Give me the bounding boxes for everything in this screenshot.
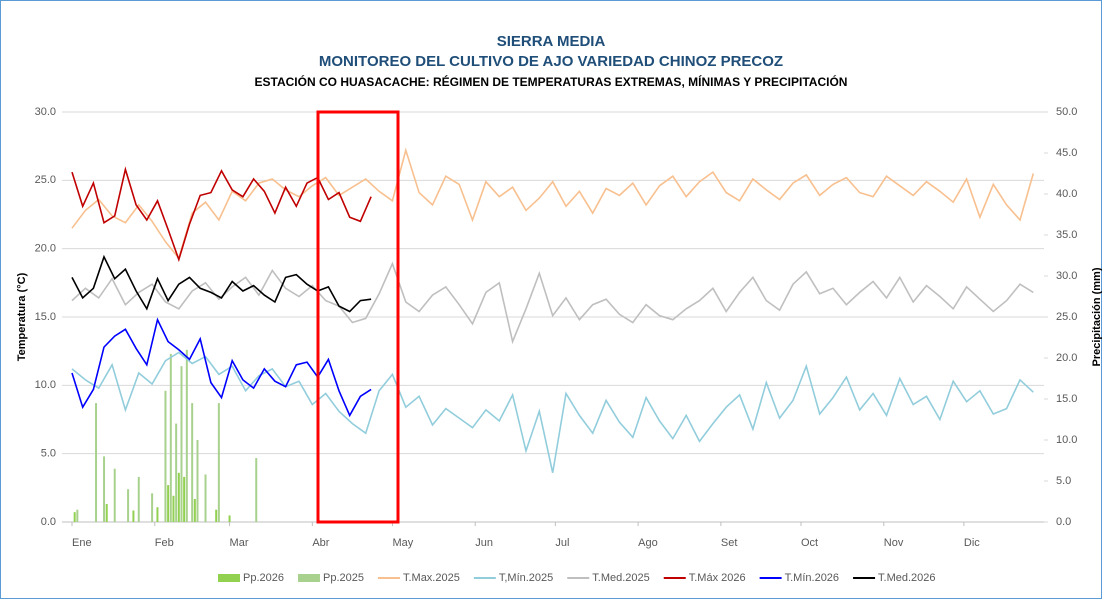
temp-line — [71, 166, 372, 263]
y2-tick-label: 5.0 — [1056, 475, 1071, 487]
legend-label: T.Med.2026 — [878, 572, 935, 584]
precip-bar — [105, 503, 108, 522]
y-tick-label: 10.0 — [35, 379, 56, 391]
precip-bar — [191, 403, 194, 522]
y2-axis-title: Precipitación (mm) — [1091, 267, 1102, 366]
x-tick-label: Jun — [475, 537, 493, 549]
legend-swatch — [297, 574, 320, 582]
precip-bar — [228, 515, 231, 522]
precip-bar — [193, 499, 196, 522]
y2-tick-label: 30.0 — [1056, 270, 1077, 282]
precip-bar — [196, 440, 199, 522]
precip-bar — [113, 468, 116, 522]
precip-bar — [169, 353, 172, 522]
legend-label: T.Mín.2026 — [785, 572, 839, 584]
y-tick-label: 15.0 — [35, 311, 56, 323]
y-tick-label: 0.0 — [41, 516, 56, 528]
y2-tick-label: 20.0 — [1056, 352, 1077, 364]
precip-bar — [156, 507, 159, 522]
precip-bar — [151, 493, 154, 522]
x-tick-label: Dic — [964, 537, 980, 549]
legend-label: T.Med.2025 — [592, 572, 649, 584]
precip-bar — [127, 489, 130, 522]
x-tick-label: Oct — [801, 537, 818, 549]
y2-tick-label: 45.0 — [1056, 147, 1077, 159]
y2-tick-label: 0.0 — [1056, 516, 1071, 528]
x-tick-label: Ene — [72, 537, 92, 549]
precip-bar — [172, 495, 175, 522]
legend-label: T,Mín.2025 — [499, 572, 553, 584]
x-tick-label: Set — [721, 537, 738, 549]
precip-bar — [183, 476, 186, 522]
precip-bar — [167, 485, 170, 522]
precip-bar — [103, 456, 106, 522]
y2-tick-label: 25.0 — [1056, 311, 1077, 323]
precip-bar — [180, 366, 183, 522]
x-tick-label: Abr — [312, 537, 329, 549]
precip-bar — [73, 512, 76, 522]
legend-label: Pp.2025 — [323, 572, 364, 584]
legend-label: T.Max.2025 — [403, 572, 460, 584]
x-tick-label: Nov — [884, 537, 904, 549]
temp-line — [71, 147, 1035, 260]
x-tick-label: May — [392, 537, 413, 549]
y-tick-label: 5.0 — [41, 448, 56, 460]
y2-tick-label: 35.0 — [1056, 229, 1077, 241]
temp-line — [71, 261, 1034, 345]
precip-bar — [217, 403, 220, 522]
chart-subtitle: MONITOREO DEL CULTIVO DE AJO VARIEDAD CH… — [319, 53, 783, 70]
temp-line — [71, 317, 372, 418]
precip-bar — [164, 390, 167, 522]
precip-bar — [204, 474, 207, 522]
y-tick-label: 20.0 — [35, 243, 56, 255]
x-tick-label: Mar — [230, 537, 249, 549]
y2-tick-label: 50.0 — [1056, 106, 1077, 118]
y2-tick-label: 10.0 — [1056, 434, 1077, 446]
chart-subtitle-2: ESTACIÓN CO HUASACACHE: RÉGIMEN DE TEMPE… — [255, 74, 848, 89]
precip-bar — [76, 509, 79, 522]
y-tick-label: 25.0 — [35, 174, 56, 186]
highlight-box — [316, 110, 400, 524]
legend-swatch — [218, 574, 240, 582]
x-tick-label: Jul — [555, 537, 569, 549]
precip-bar — [137, 476, 140, 522]
precip-bar — [215, 509, 218, 522]
legend-label: Pp.2026 — [243, 572, 284, 584]
x-tick-label: Ago — [638, 537, 658, 549]
temp-line — [71, 351, 1034, 473]
y2-tick-label: 40.0 — [1056, 188, 1077, 200]
precip-bar — [255, 458, 258, 522]
precip-bar — [177, 472, 180, 522]
precip-bar — [185, 349, 188, 522]
y-tick-label: 30.0 — [35, 106, 56, 118]
precip-bar — [132, 510, 135, 522]
precip-bar — [175, 423, 178, 522]
precip-bar — [95, 403, 98, 522]
temp-line — [71, 254, 372, 313]
x-tick-label: Feb — [155, 537, 174, 549]
chart-title: SIERRA MEDIA — [497, 33, 606, 50]
y2-tick-label: 15.0 — [1056, 393, 1077, 405]
legend-label: T.Máx 2026 — [689, 572, 746, 584]
y-axis-title: Temperatura (°C) — [16, 272, 28, 361]
